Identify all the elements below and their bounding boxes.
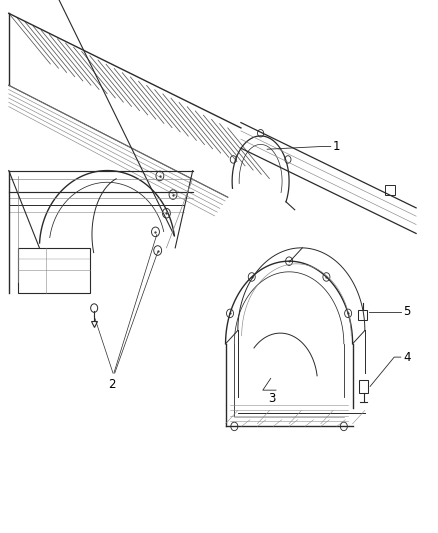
Text: 5: 5 xyxy=(403,305,410,318)
Bar xyxy=(358,310,367,320)
Bar xyxy=(18,248,90,293)
Text: 2: 2 xyxy=(108,378,116,391)
Bar xyxy=(385,185,395,195)
Text: 4: 4 xyxy=(403,351,410,364)
Bar xyxy=(359,380,368,393)
Text: 3: 3 xyxy=(268,392,275,405)
Text: 1: 1 xyxy=(333,140,340,153)
